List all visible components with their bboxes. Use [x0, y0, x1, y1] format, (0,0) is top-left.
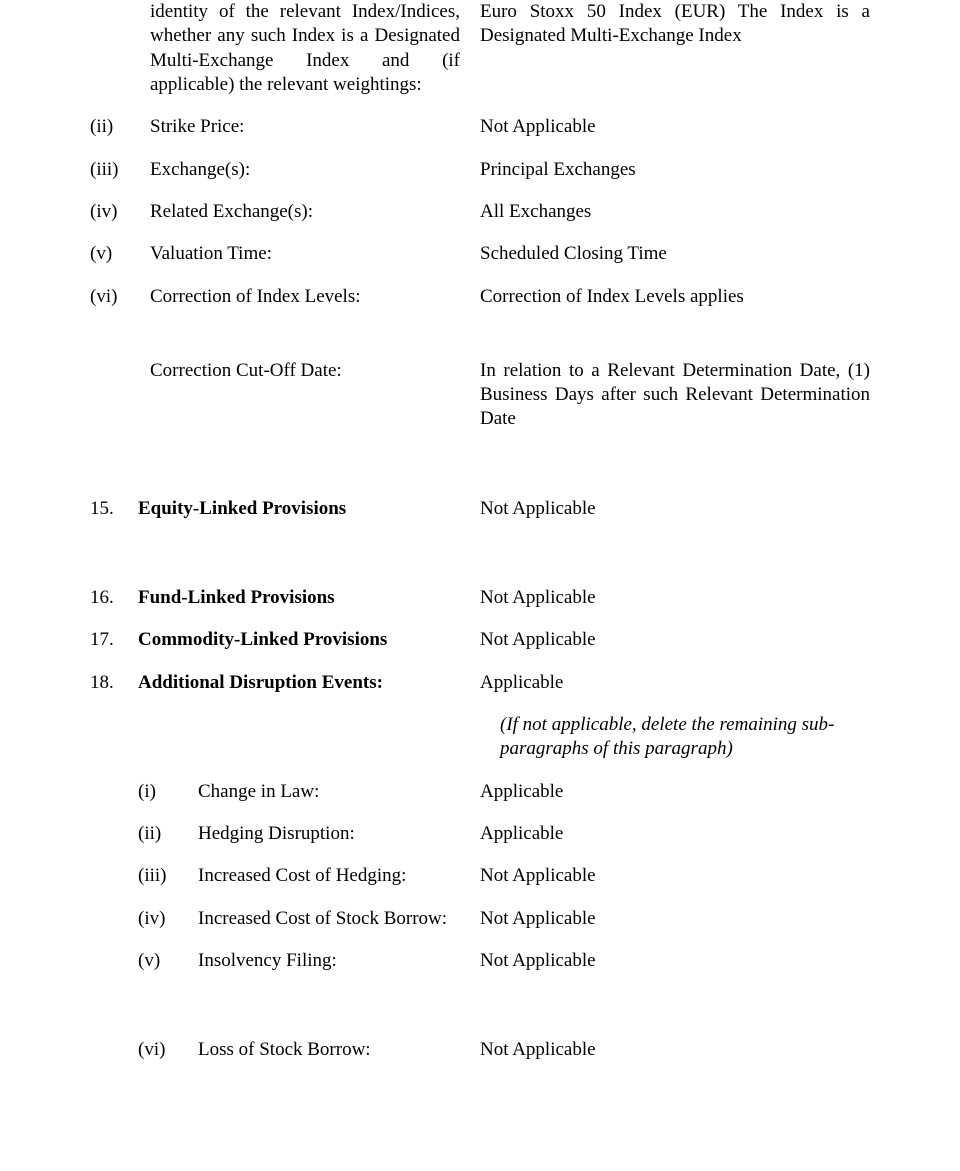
related-exchanges-row: (iv) Related Exchange(s): All Exchanges	[90, 200, 870, 224]
section-18-row: 18. Additional Disruption Events: Applic…	[90, 671, 870, 695]
section-label: Fund-Linked Provisions	[138, 586, 480, 610]
increased-cost-hedging-row: (iii) Increased Cost of Hedging: Not App…	[90, 864, 870, 888]
section-value: Not Applicable	[480, 586, 870, 610]
correction-levels-row: (vi) Correction of Index Levels: Correct…	[90, 285, 870, 309]
sub-num: (ii)	[138, 822, 198, 846]
sub-num: (iv)	[138, 907, 198, 931]
change-in-law-row: (i) Change in Law: Applicable	[90, 780, 870, 804]
empty-num	[90, 949, 138, 973]
cutoff-row: Correction Cut-Off Date: In relation to …	[90, 359, 870, 432]
section-15-row: 15. Equity-Linked Provisions Not Applica…	[90, 497, 870, 521]
hedging-disruption-row: (ii) Hedging Disruption: Applicable	[90, 822, 870, 846]
item-num: (vi)	[90, 285, 150, 309]
item-value: All Exchanges	[480, 200, 870, 224]
item-value: Correction of Index Levels applies	[480, 285, 870, 309]
sub-value: Not Applicable	[480, 864, 870, 888]
section-16-row: 16. Fund-Linked Provisions Not Applicabl…	[90, 586, 870, 610]
item-value: Not Applicable	[480, 115, 870, 139]
sub-label: Loss of Stock Borrow:	[198, 1038, 480, 1062]
exchanges-row: (iii) Exchange(s): Principal Exchanges	[90, 158, 870, 182]
item-value: Principal Exchanges	[480, 158, 870, 182]
sub-num: (vi)	[138, 1038, 198, 1062]
empty-num	[90, 1038, 138, 1062]
section-label: Additional Disruption Events:	[138, 671, 480, 695]
cutoff-value: In relation to a Relevant Determination …	[480, 359, 870, 432]
sub-value: Not Applicable	[480, 907, 870, 931]
sub-num: (v)	[138, 949, 198, 973]
section-num: 18.	[90, 671, 138, 695]
sub-value: Applicable	[480, 780, 870, 804]
section-value: Not Applicable	[480, 628, 870, 652]
sub-value: Not Applicable	[480, 1038, 870, 1062]
item-label: Exchange(s):	[150, 158, 480, 182]
sub-label: Hedging Disruption:	[198, 822, 480, 846]
section-17-row: 17. Commodity-Linked Provisions Not Appl…	[90, 628, 870, 652]
item-num: (ii)	[90, 115, 150, 139]
sub-value: Applicable	[480, 822, 870, 846]
section-label: Equity-Linked Provisions	[138, 497, 480, 521]
section-num: 16.	[90, 586, 138, 610]
section-num: 15.	[90, 497, 138, 521]
index-identity-value: Euro Stoxx 50 Index (EUR) The Index is a…	[480, 0, 870, 97]
loss-of-stock-borrow-row: (vi) Loss of Stock Borrow: Not Applicabl…	[90, 1038, 870, 1062]
empty-num	[90, 864, 138, 888]
item-value: Scheduled Closing Time	[480, 242, 870, 266]
empty-num	[90, 359, 150, 432]
sub-paragraph-note: (If not applicable, delete the remaining…	[500, 713, 870, 762]
empty-num	[90, 907, 138, 931]
sub-label: Insolvency Filing:	[198, 949, 480, 973]
index-identity-label: identity of the relevant Index/Indices, …	[150, 0, 480, 97]
sub-num: (i)	[138, 780, 198, 804]
increased-cost-stock-borrow-row: (iv) Increased Cost of Stock Borrow: Not…	[90, 907, 870, 931]
sub-label: Increased Cost of Hedging:	[198, 864, 480, 888]
item-num: (iv)	[90, 200, 150, 224]
item-label: Related Exchange(s):	[150, 200, 480, 224]
valuation-time-row: (v) Valuation Time: Scheduled Closing Ti…	[90, 242, 870, 266]
index-identity-row: identity of the relevant Index/Indices, …	[90, 0, 870, 97]
insolvency-filing-row: (v) Insolvency Filing: Not Applicable	[90, 949, 870, 973]
item-num: (v)	[90, 242, 150, 266]
section-value: Not Applicable	[480, 497, 870, 521]
item-num: (iii)	[90, 158, 150, 182]
empty-num	[90, 822, 138, 846]
item-label: Valuation Time:	[150, 242, 480, 266]
section-num: 17.	[90, 628, 138, 652]
section-label: Commodity-Linked Provisions	[138, 628, 480, 652]
sub-num: (iii)	[138, 864, 198, 888]
empty-num	[90, 780, 138, 804]
empty-num	[90, 0, 150, 97]
cutoff-label: Correction Cut-Off Date:	[150, 359, 480, 432]
sub-label: Change in Law:	[198, 780, 480, 804]
section-value: Applicable	[480, 671, 870, 695]
item-label: Strike Price:	[150, 115, 480, 139]
sub-label: Increased Cost of Stock Borrow:	[198, 907, 480, 931]
item-label: Correction of Index Levels:	[150, 285, 480, 309]
strike-price-row: (ii) Strike Price: Not Applicable	[90, 115, 870, 139]
sub-value: Not Applicable	[480, 949, 870, 973]
